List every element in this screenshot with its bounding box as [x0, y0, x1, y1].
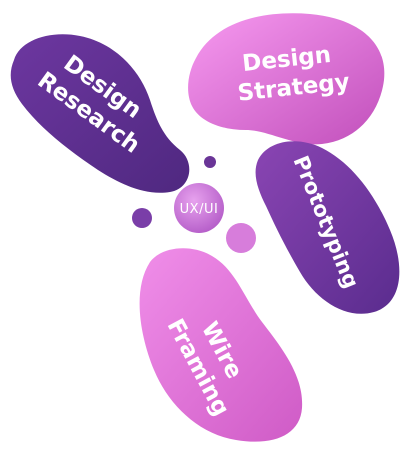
center-bubble: UX/UI: [174, 183, 224, 233]
center-bubble-circle: [174, 183, 224, 233]
bubble-small-dot: [204, 156, 216, 168]
petal-prototyping-shape: [255, 141, 400, 314]
petal-design-strategy-shape: [188, 13, 385, 145]
petal-design-research: Design Research: [10, 34, 190, 193]
petal-wire-framing-shape: [139, 248, 303, 442]
center-label: UX/UI: [180, 202, 219, 217]
petal-design-strategy: Design Strategy: [188, 13, 385, 145]
petal-wire-framing: Wire Framing: [139, 248, 303, 442]
bubble-left-dot: [132, 208, 152, 228]
petal-design-strategy-label: Design Strategy: [233, 40, 351, 106]
petal-prototyping: Prototyping: [255, 141, 400, 314]
bubble-right-dot: [226, 223, 256, 253]
petal-design-research-shape: [10, 34, 190, 193]
